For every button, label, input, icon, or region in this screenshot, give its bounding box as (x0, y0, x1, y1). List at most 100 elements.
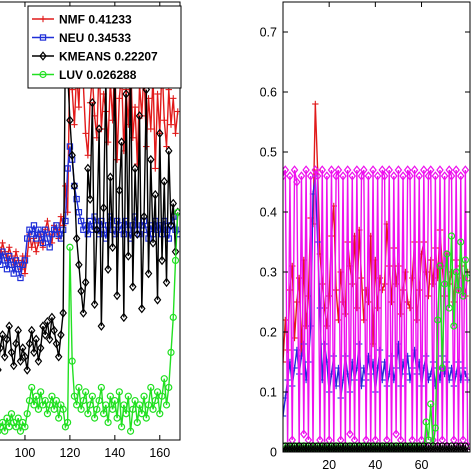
data-point (424, 171, 433, 181)
data-point (99, 203, 108, 213)
data-point (415, 171, 423, 181)
data-point (165, 146, 173, 156)
data-point (30, 401, 38, 409)
y-tick-label: 0.1 (260, 386, 277, 400)
data-point (332, 442, 340, 450)
data-point (24, 235, 31, 242)
data-point (457, 238, 465, 246)
data-point (309, 442, 317, 450)
data-point (129, 405, 137, 413)
data-point (89, 226, 96, 233)
data-point (59, 405, 67, 413)
data-point (406, 442, 414, 450)
data-point (394, 165, 403, 175)
data-point (403, 165, 412, 175)
data-point (167, 220, 175, 231)
data-point (339, 448, 347, 452)
data-point (406, 171, 414, 181)
y-tick-label: 0 (270, 446, 277, 460)
data-point (380, 171, 389, 181)
data-point (171, 256, 180, 265)
data-point (0, 330, 7, 340)
data-point (385, 448, 393, 452)
data-point (422, 448, 430, 452)
data-point (445, 165, 453, 175)
data-point (16, 356, 25, 366)
data-point (431, 171, 440, 181)
data-point (427, 400, 435, 408)
data-point (452, 442, 460, 450)
data-point (28, 383, 36, 392)
data-point (64, 165, 71, 172)
y-tick-label: 0.3 (260, 266, 277, 280)
data-point (147, 383, 155, 392)
data-point (360, 442, 368, 450)
plot-area (283, 100, 470, 452)
data-point (162, 401, 171, 409)
data-point (357, 448, 366, 452)
data-point (0, 352, 9, 362)
data-point (160, 176, 169, 187)
data-point (70, 392, 78, 400)
data-point (420, 442, 428, 450)
data-point (66, 243, 74, 251)
data-point (399, 171, 407, 181)
data-point (36, 343, 45, 353)
data-point (117, 137, 126, 147)
series-line (0, 212, 179, 432)
data-point (122, 89, 130, 99)
data-point (1, 257, 8, 264)
data-point (12, 423, 20, 431)
data-point (457, 442, 465, 450)
data-point (57, 330, 65, 340)
data-point (46, 401, 54, 409)
data-point (129, 281, 137, 292)
legend: NMF 0.41233 NEU 0.34533 KMEANS 0.22207 LUV … (27, 5, 182, 89)
data-point (5, 423, 13, 431)
data-point (122, 410, 130, 418)
data-point (334, 165, 343, 175)
data-point (66, 115, 74, 126)
data-point (415, 442, 423, 450)
plot-area (0, 32, 180, 435)
data-point (34, 356, 43, 366)
data-point (32, 235, 40, 242)
data-point (452, 268, 460, 276)
data-point (445, 304, 453, 312)
y-tick-label: 0.2 (260, 326, 277, 340)
data-point (7, 347, 16, 358)
data-point (138, 303, 146, 314)
data-point (438, 442, 446, 450)
data-point (75, 209, 83, 216)
data-point (163, 226, 170, 233)
data-point (70, 181, 79, 191)
data-point (17, 274, 24, 282)
data-point (82, 222, 89, 229)
data-point (346, 429, 354, 439)
data-point (37, 388, 45, 396)
data-point (332, 171, 340, 181)
data-point (374, 442, 382, 450)
data-point (156, 410, 164, 418)
data-point (34, 405, 43, 413)
data-point (454, 448, 463, 452)
data-point (79, 308, 88, 318)
data-point (461, 442, 469, 450)
data-point (135, 111, 144, 121)
data-point (162, 277, 171, 288)
data-point (378, 442, 386, 450)
data-point (77, 217, 85, 225)
data-point (126, 427, 135, 435)
data-point (438, 435, 447, 445)
x-tick-label: 100 (15, 446, 36, 460)
data-point (454, 286, 463, 294)
data-point (341, 442, 349, 450)
data-point (0, 248, 6, 255)
data-point (81, 277, 90, 288)
data-point (378, 165, 387, 175)
data-point (46, 244, 53, 251)
data-point (43, 316, 52, 327)
data-point (52, 338, 61, 349)
data-point (380, 448, 389, 452)
data-point (97, 321, 106, 331)
